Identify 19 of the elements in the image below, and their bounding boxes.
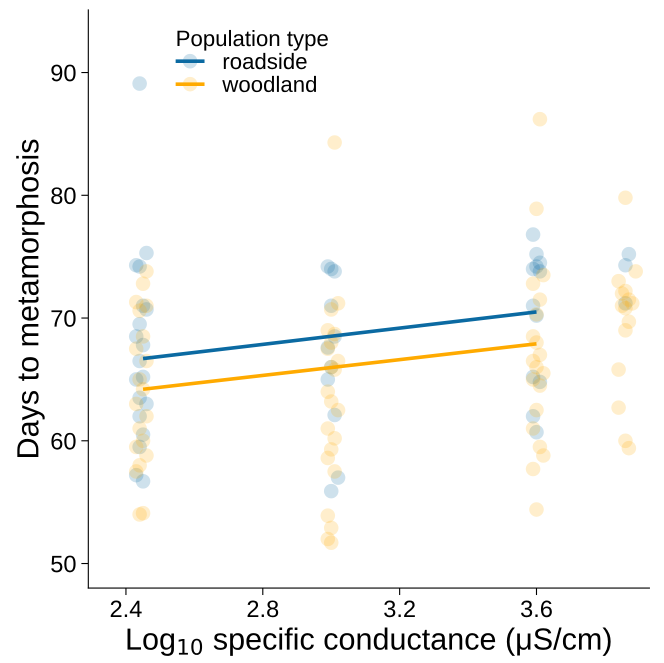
- point: [139, 246, 154, 260]
- x-tick-label: 3.6: [520, 600, 552, 618]
- x-tick-label: 2.4: [110, 600, 142, 617]
- y-axis-title: Days to metamorphosis: [16, 140, 45, 457]
- legend-label: roadside: [224, 52, 307, 70]
- point: [327, 264, 342, 279]
- point: [132, 76, 147, 91]
- legend-title: Population type: [177, 30, 328, 51]
- y-tick-label: 50: [51, 556, 76, 572]
- x-axis-title: Log$_{10}$ specific conductance (μS/cm): [128, 627, 611, 656]
- y-tick-label: 60: [51, 432, 76, 450]
- y-tick-label: 80: [51, 187, 76, 204]
- y-tick-label: 70: [51, 310, 76, 327]
- x-tick-label: 2.8: [248, 600, 278, 618]
- legend-label: woodland: [222, 76, 316, 92]
- point: [526, 227, 540, 242]
- point: [324, 484, 339, 498]
- y-tick-label: 90: [51, 64, 76, 82]
- x-tick-label: 3.2: [384, 600, 415, 618]
